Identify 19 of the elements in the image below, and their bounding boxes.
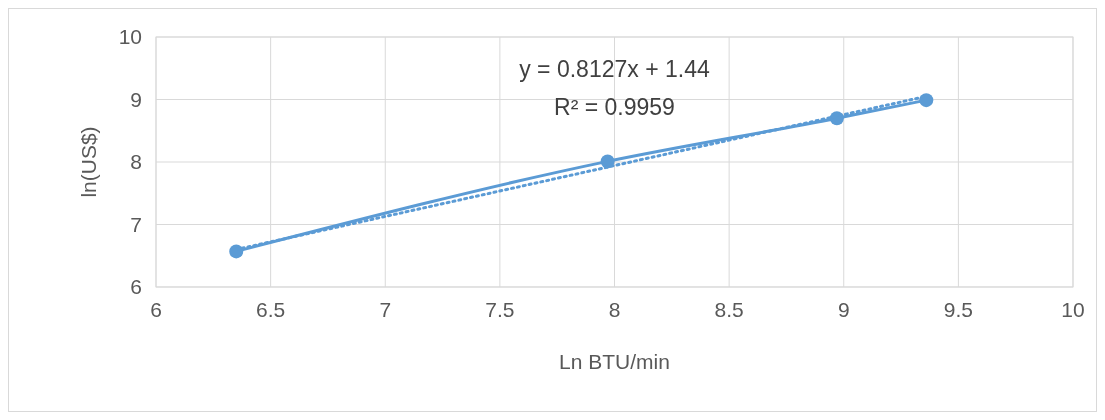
y-tick-label: 9 [130, 87, 142, 111]
x-tick-label: 9 [837, 298, 850, 321]
x-tick-label: 9.5 [943, 298, 973, 321]
x-tick-label: 8 [608, 298, 621, 321]
y-axis-title: ln(US$) [77, 126, 100, 198]
x-tick-label: 8.5 [714, 298, 744, 321]
y-tick-label: 10 [118, 25, 142, 48]
point [919, 93, 934, 108]
x-tick-label: 7.5 [485, 298, 515, 321]
y-tick-label: 6 [130, 275, 142, 298]
y-tick-label: 8 [130, 150, 142, 173]
x-axis-title: Ln BTU/min [559, 350, 670, 373]
x-tick-label: 7 [379, 298, 392, 321]
annotation: R² = 0.9959 [554, 94, 675, 120]
y-tick-label: 7 [130, 212, 142, 236]
x-tick-label: 6 [150, 298, 162, 321]
x-tick-label: 10 [1061, 298, 1085, 321]
x-tick-label: 6.5 [256, 298, 286, 321]
annotation: y = 0.8127x + 1.44 [519, 56, 710, 82]
